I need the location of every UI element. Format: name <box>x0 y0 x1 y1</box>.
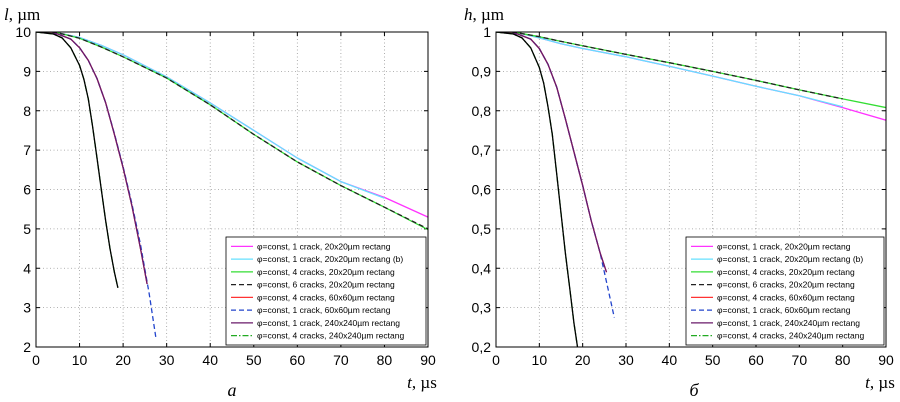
y-tick-label: 5 <box>23 221 31 237</box>
series-line-1 <box>496 32 843 108</box>
y-tick-label: 9 <box>23 63 31 79</box>
x-tick-label: 40 <box>202 352 218 368</box>
y-axis-variable: h <box>464 5 473 24</box>
series-line-6 <box>36 32 148 285</box>
x-tick-label: 70 <box>333 352 349 368</box>
x-tick-label: 10 <box>72 352 88 368</box>
legend-entry: φ=const, 4 cracks, 60x60µm rectang <box>257 292 395 302</box>
x-tick-label: 10 <box>532 352 548 368</box>
x-tick-label: 0 <box>492 352 500 368</box>
x-tick-label: 50 <box>246 352 262 368</box>
y-tick-label: 0,8 <box>472 103 492 119</box>
x-axis-label: t, µs <box>865 373 895 392</box>
x-tick-label: 30 <box>159 352 175 368</box>
y-tick-label: 2 <box>23 339 31 355</box>
y-tick-label: 0,2 <box>472 339 492 355</box>
legend-entry: φ=const, 1 crack, 20x20µm rectang (b) <box>257 254 403 264</box>
y-axis-unit: , µm <box>473 5 505 24</box>
legend: φ=const, 1 crack, 20x20µm rectang φ=const… <box>685 236 885 346</box>
legend-entry: φ=const, 1 crack, 20x20µm rectang <box>717 241 851 251</box>
x-axis-label: t, µs <box>407 373 437 392</box>
legend: φ=const, 1 crack, 20x20µm rectang φ=const… <box>225 236 427 346</box>
series-line-6 <box>496 32 608 273</box>
legend-entry: φ=const, 1 crack, 240x240µm rectang <box>717 318 860 328</box>
legend-entry: φ=const, 1 crack, 20x20µm rectang (b) <box>717 254 863 264</box>
legend-box <box>225 236 427 346</box>
x-tick-label: 90 <box>420 352 436 368</box>
legend-entry: φ=const, 1 crack, 60x60µm rectang <box>717 305 851 315</box>
chart-panel-b: 0 10 20 30 40 50 60 70 80 90 0,2 0,3 0,4 0,5 0,6 0,7 0,8… <box>464 5 895 400</box>
y-tick-label: 8 <box>23 103 31 119</box>
y-axis-label: l, µm <box>4 5 40 24</box>
x-axis-unit: , µs <box>870 373 895 392</box>
series-line-8 <box>496 32 579 347</box>
legend-entry: φ=const, 4 cracks, 60x60µm rectang <box>717 292 855 302</box>
y-tick-label: 4 <box>23 260 31 276</box>
x-tick-label: 50 <box>705 352 721 368</box>
x-axis-variable: t <box>407 373 413 392</box>
series-line-3 <box>496 32 843 100</box>
x-tick-label: 20 <box>115 352 131 368</box>
x-tick-label: 30 <box>618 352 634 368</box>
chart-panel-a: 0 10 20 30 40 50 60 70 80 90 2 3 4 5 6 7 8 9 10 φ=const, 1 … <box>4 5 437 400</box>
legend-box <box>685 236 885 346</box>
x-tick-label: 80 <box>835 352 851 368</box>
y-tick-label: 0,6 <box>472 182 492 198</box>
y-tick-label: 0,9 <box>472 63 492 79</box>
x-tick-label: 80 <box>377 352 393 368</box>
legend-entry: φ=const, 1 crack, 240x240µm rectang <box>257 318 400 328</box>
x-tick-label: 70 <box>792 352 808 368</box>
y-axis-unit: , µm <box>9 5 41 24</box>
x-tick-label: 40 <box>662 352 678 368</box>
x-tick-label: 60 <box>290 352 306 368</box>
series-line-8 <box>36 32 119 289</box>
y-tick-label: 6 <box>23 182 31 198</box>
legend-entry: φ=const, 6 cracks, 20x20µm rectang <box>257 280 395 290</box>
y-tick-label: 10 <box>15 24 31 40</box>
legend-entry: φ=const, 4 cracks, 20x20µm rectang <box>257 267 395 277</box>
legend-entry: φ=const, 6 cracks, 20x20µm rectang <box>717 280 855 290</box>
legend-entry: φ=const, 4 cracks, 240x240µm rectang <box>257 331 404 341</box>
panel-label: б <box>689 380 699 400</box>
x-tick-label: 0 <box>32 352 40 368</box>
y-tick-label: 0,4 <box>472 260 492 276</box>
y-tick-label: 0,3 <box>472 300 492 316</box>
y-axis-label: h, µm <box>464 5 504 24</box>
series-group <box>496 32 886 347</box>
series-line-3 <box>36 32 428 230</box>
legend-entry: φ=const, 1 crack, 60x60µm rectang <box>257 305 391 315</box>
x-tick-label: 90 <box>878 352 894 368</box>
series-group <box>36 32 428 338</box>
y-tick-label: 1 <box>483 24 491 40</box>
y-tick-label: 7 <box>23 142 31 158</box>
x-tick-label: 60 <box>748 352 764 368</box>
x-tick-label: 20 <box>575 352 591 368</box>
y-tick-label: 0,5 <box>472 221 492 237</box>
y-tick-label: 3 <box>23 300 31 316</box>
legend-entry: φ=const, 1 crack, 20x20µm rectang <box>257 241 391 251</box>
y-tick-label: 0,7 <box>472 142 492 158</box>
plot-frame <box>35 31 429 348</box>
y-axis-variable: l <box>4 5 9 24</box>
legend-entry: φ=const, 4 cracks, 240x240µm rectang <box>717 331 864 341</box>
plot-frame <box>495 31 887 348</box>
x-axis-unit: , µs <box>412 373 437 392</box>
legend-entry: φ=const, 4 cracks, 20x20µm rectang <box>717 267 855 277</box>
panel-label: а <box>228 380 237 400</box>
x-axis-variable: t <box>865 373 871 392</box>
